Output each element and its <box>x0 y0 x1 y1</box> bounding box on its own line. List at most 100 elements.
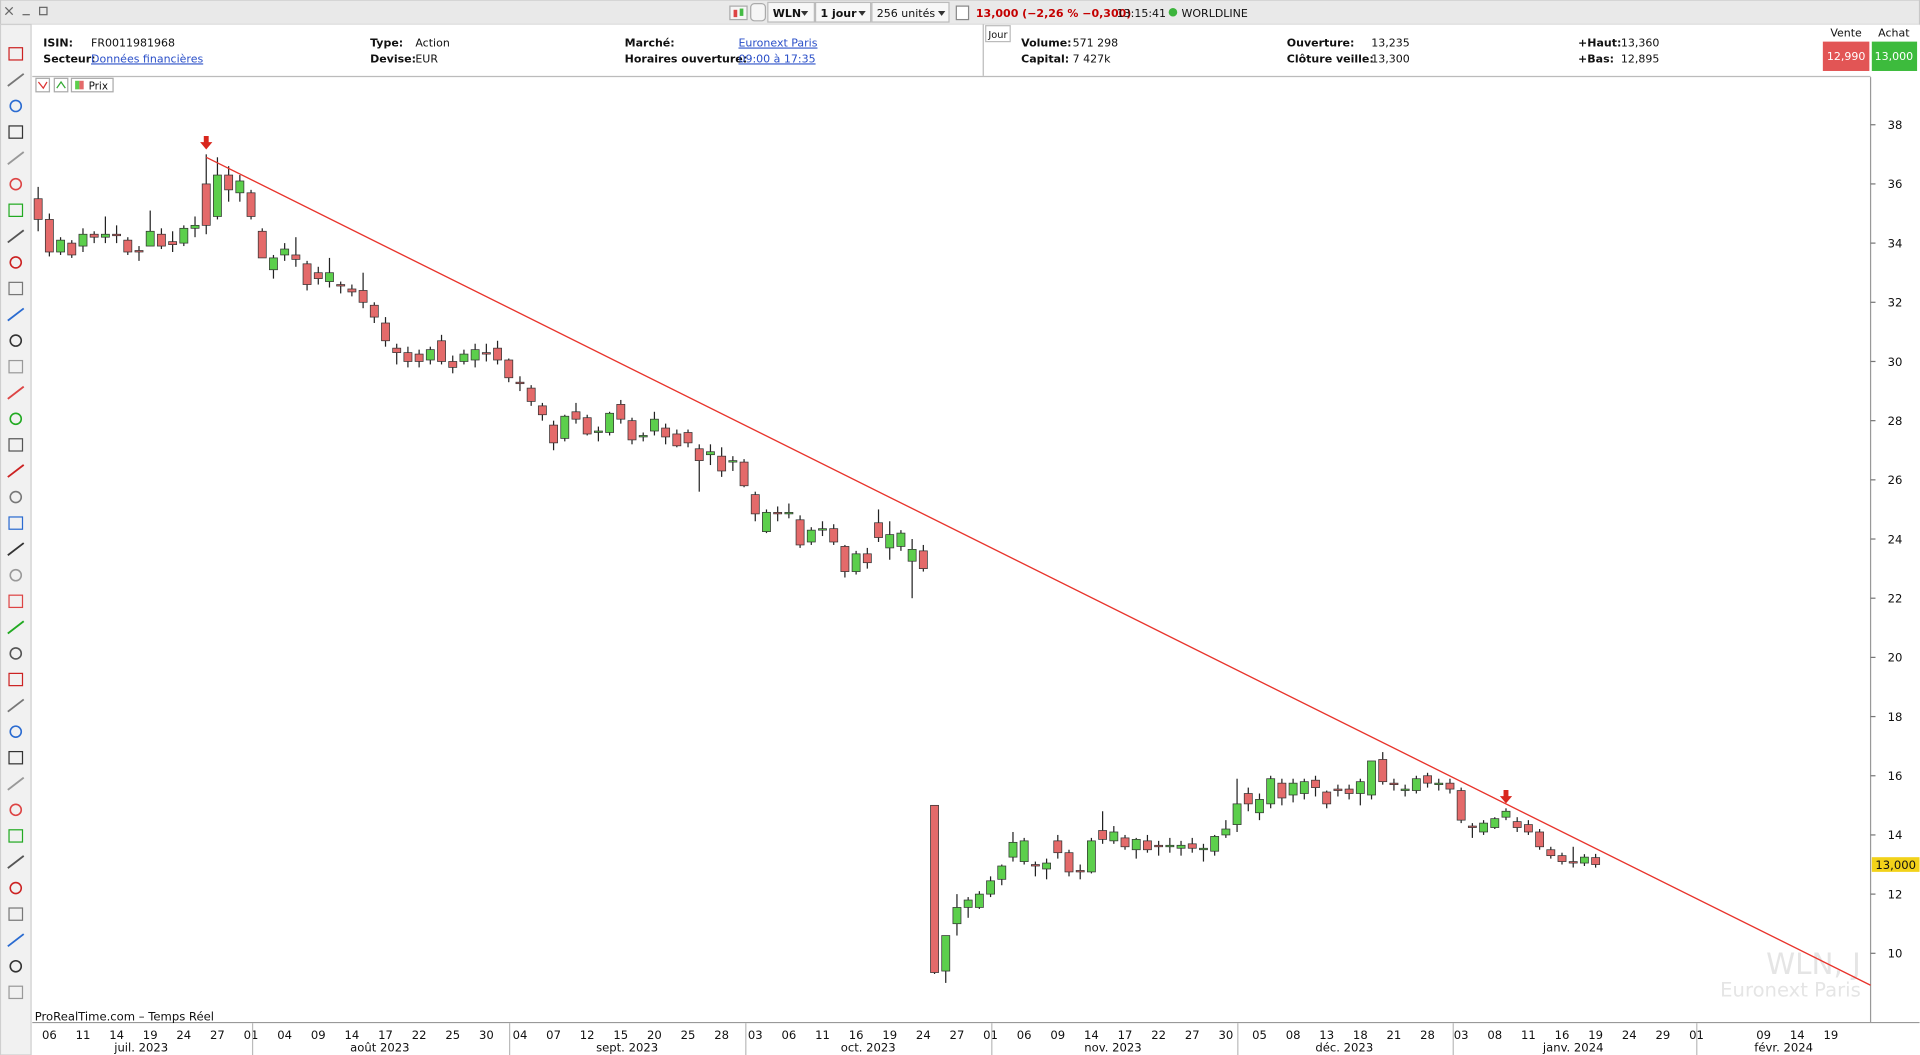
tool-glyph <box>9 334 23 347</box>
candle-body <box>157 233 166 247</box>
legend-icon[interactable] <box>35 77 51 93</box>
candle-body <box>1042 862 1051 870</box>
candle <box>213 157 222 220</box>
tool-glyph <box>8 985 24 1000</box>
tool-button[interactable] <box>9 256 23 269</box>
x-tick-label: 19 <box>143 1028 158 1042</box>
tool-button[interactable] <box>8 47 24 61</box>
tool-button[interactable] <box>9 99 23 113</box>
tool-button[interactable] <box>8 750 24 765</box>
tool-button[interactable] <box>8 594 24 609</box>
bid-label: Vente <box>1830 27 1862 40</box>
tool-button[interactable] <box>9 647 23 660</box>
top-icons[interactable] <box>729 3 767 22</box>
tool-button[interactable] <box>7 698 25 713</box>
legend-icon-glyph <box>56 80 66 89</box>
x-tick-label: 21 <box>1387 1028 1402 1042</box>
period-tab[interactable] <box>985 25 1011 43</box>
candle-body <box>549 424 558 444</box>
tool-button[interactable] <box>7 620 25 635</box>
x-tick-label: 18 <box>1353 1028 1368 1042</box>
candle-body <box>739 461 749 487</box>
tool-button[interactable] <box>9 490 23 504</box>
tool-button[interactable] <box>9 568 23 582</box>
candle-body <box>33 198 43 220</box>
tool-glyph <box>8 750 24 765</box>
tool-button[interactable] <box>8 672 24 687</box>
candle <box>1557 852 1567 865</box>
month-label: juil. 2023 <box>113 1040 168 1054</box>
tool-button[interactable] <box>8 907 24 921</box>
candle-body <box>224 174 234 191</box>
tool-button[interactable] <box>9 959 23 973</box>
candle-body <box>885 534 895 549</box>
field-link[interactable]: Euronext Paris <box>738 37 817 50</box>
symbol-select[interactable] <box>767 1 815 23</box>
month-label: sept. 2023 <box>596 1040 658 1054</box>
tool-button[interactable] <box>8 829 24 843</box>
tool-button[interactable] <box>9 803 23 817</box>
candle-body <box>112 233 121 237</box>
tool-glyph <box>9 412 23 426</box>
tool-button[interactable] <box>7 385 25 400</box>
field-link[interactable]: Données financières <box>91 52 203 65</box>
candle-body <box>302 263 312 285</box>
candle <box>1299 778 1309 800</box>
legend-swatch <box>75 80 80 90</box>
x-tick-label: 22 <box>412 1028 427 1042</box>
tool-button[interactable] <box>7 151 25 165</box>
tool-button[interactable] <box>7 855 25 869</box>
tool-button[interactable] <box>7 464 25 478</box>
tool-button[interactable] <box>7 933 25 948</box>
units-select[interactable] <box>871 1 950 23</box>
legend-icon[interactable] <box>53 77 69 93</box>
candle <box>762 509 771 534</box>
candle <box>1019 837 1029 865</box>
field-link[interactable]: 09:00 à 17:35 <box>738 52 815 65</box>
tool-button[interactable] <box>8 281 24 296</box>
tool-button[interactable] <box>7 542 25 557</box>
tool-glyph <box>9 959 23 973</box>
candle-body <box>1053 840 1063 854</box>
tool-glyph <box>8 594 24 609</box>
candle-body <box>1154 844 1164 848</box>
tool-button[interactable] <box>9 412 23 426</box>
ask-button[interactable] <box>1871 41 1918 71</box>
tool-button[interactable] <box>8 203 24 217</box>
bid-button[interactable] <box>1822 41 1870 71</box>
tool-button[interactable] <box>8 359 24 374</box>
candle-body <box>1098 830 1108 840</box>
candle-body <box>1479 822 1488 833</box>
candle <box>145 210 155 247</box>
tool-button[interactable] <box>9 177 23 191</box>
tool-button[interactable] <box>7 307 25 322</box>
period-select[interactable] <box>814 1 872 23</box>
candle-body <box>1288 782 1298 796</box>
tool-button[interactable] <box>7 229 25 244</box>
tool-button[interactable] <box>8 516 24 530</box>
tool-glyph <box>7 542 25 557</box>
field-label: Ouverture: <box>1287 37 1355 50</box>
candle-body <box>1580 856 1589 864</box>
tool-button[interactable] <box>9 725 23 738</box>
tool-button[interactable] <box>9 334 23 347</box>
field-value: FR0011981968 <box>91 37 175 50</box>
tool-glyph <box>9 881 23 895</box>
info-icon[interactable] <box>955 5 970 21</box>
tool-button[interactable] <box>9 881 23 895</box>
tool-button[interactable] <box>8 438 24 452</box>
candle-body <box>986 880 995 895</box>
tool-glyph <box>7 776 25 791</box>
candle-body <box>784 512 794 515</box>
window-controls[interactable] <box>4 6 48 16</box>
candle-body <box>650 418 659 432</box>
tool-button[interactable] <box>7 73 25 87</box>
tool-button[interactable] <box>8 985 24 1000</box>
x-tick-label: 04 <box>277 1028 292 1042</box>
tool-button[interactable] <box>8 125 24 139</box>
tool-button[interactable] <box>7 776 25 791</box>
candle-body <box>1333 788 1343 791</box>
candle <box>717 447 727 477</box>
trendline <box>205 156 1871 986</box>
x-tick-label: 12 <box>580 1028 595 1042</box>
